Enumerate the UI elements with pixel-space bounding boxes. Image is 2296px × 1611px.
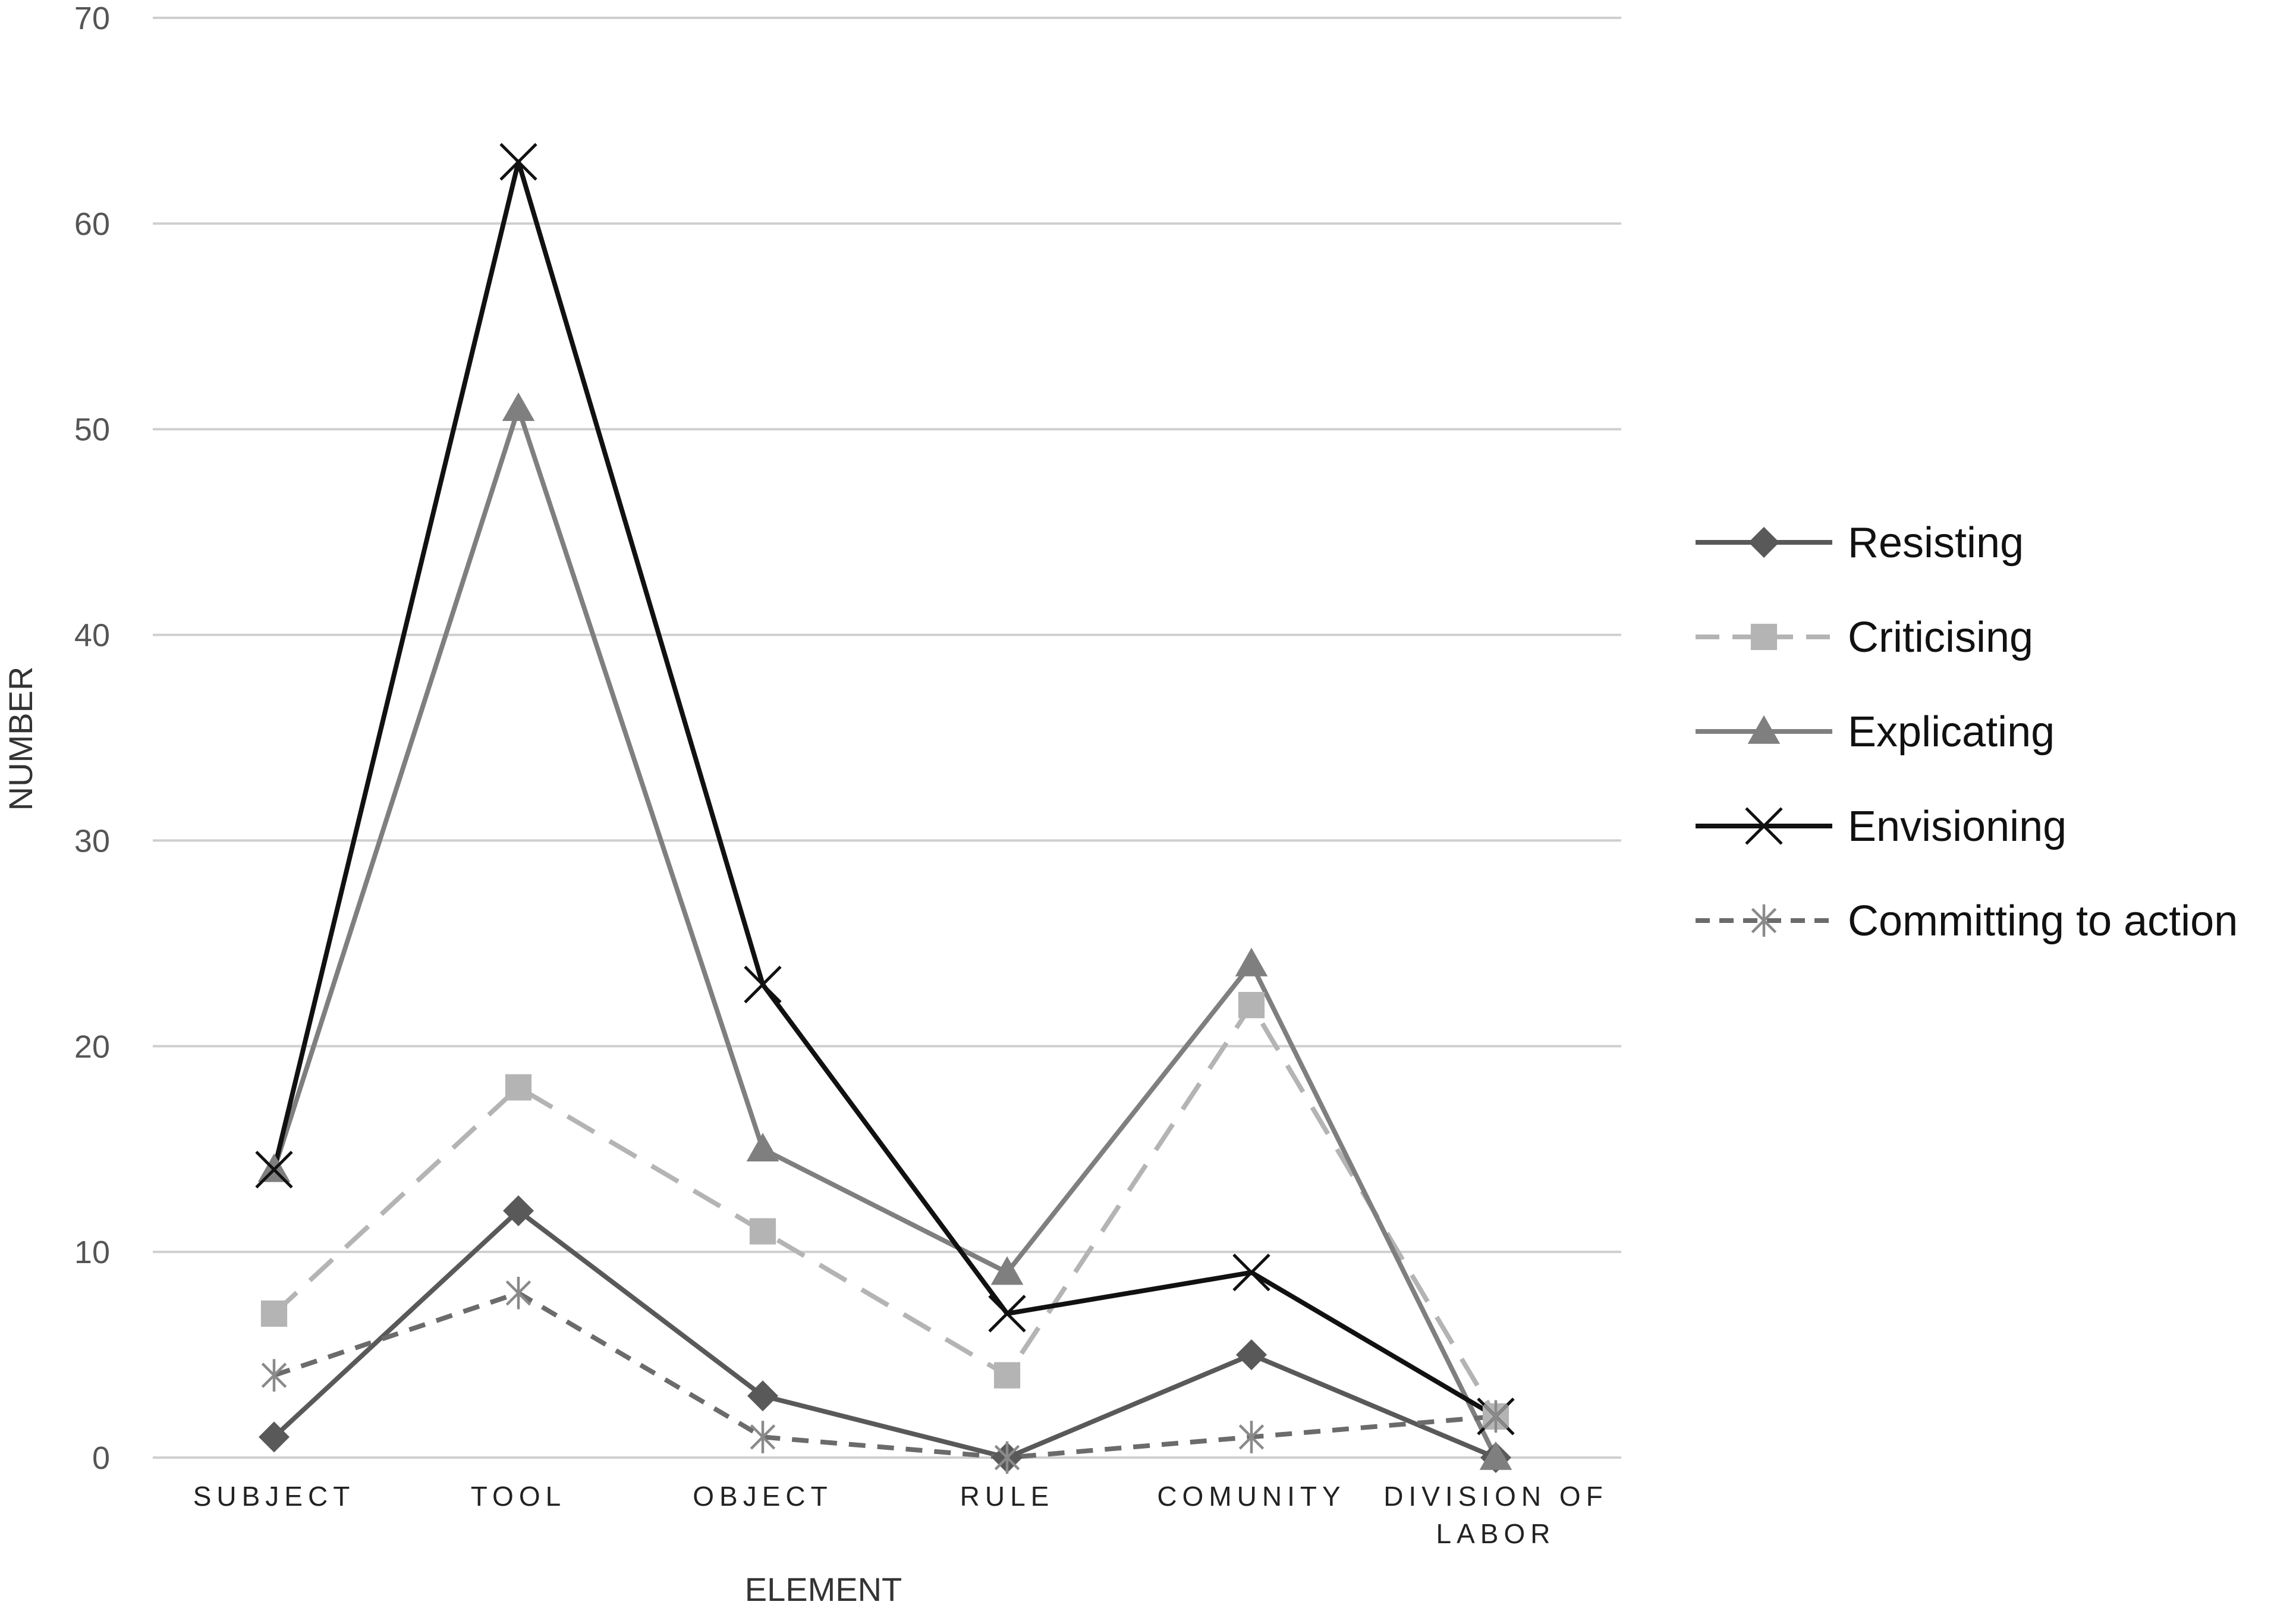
x-category-label: LABOR xyxy=(1436,1518,1556,1549)
series-line-committing-to-action xyxy=(273,1290,1496,1460)
series-markers xyxy=(255,143,1515,1474)
data-point-criticising xyxy=(749,1218,776,1245)
data-point-explicating xyxy=(1479,1441,1512,1470)
legend-marker-committing-to-action xyxy=(1751,904,1777,937)
y-tick-label: 60 xyxy=(74,206,110,242)
data-point-resisting xyxy=(1236,1339,1267,1371)
data-point-resisting xyxy=(747,1380,778,1412)
x-axis-title: ELEMENT xyxy=(745,1571,902,1608)
x-category-label: TOOL xyxy=(471,1481,566,1512)
data-point-explicating xyxy=(1235,947,1268,976)
data-point-envisioning xyxy=(255,1151,293,1189)
data-point-committing-to-action xyxy=(505,1277,531,1309)
y-tick-label: 10 xyxy=(74,1235,110,1270)
y-axis-title: NUMBER xyxy=(2,667,39,811)
data-point-criticising xyxy=(505,1074,532,1101)
data-point-envisioning xyxy=(1232,1254,1270,1292)
legend-marker-criticising xyxy=(1750,623,1778,651)
legend-label-committing-to-action: Committing to action xyxy=(1848,897,2238,945)
data-point-committing-to-action xyxy=(994,1441,1020,1474)
y-tick-label: 20 xyxy=(74,1029,110,1064)
data-point-envisioning xyxy=(499,143,537,181)
x-category-label: SUBJECT xyxy=(193,1481,356,1512)
data-point-explicating xyxy=(502,392,535,421)
y-tick-label: 30 xyxy=(74,823,110,859)
data-point-envisioning xyxy=(744,965,782,1004)
data-point-envisioning xyxy=(988,1295,1026,1333)
y-axis-tick-labels: 0 10 20 30 40 50 60 70 xyxy=(74,1,110,1476)
series-line-envisioning xyxy=(272,159,1498,1419)
legend-marker-explicating xyxy=(1747,715,1781,744)
series-lines xyxy=(272,159,1498,1460)
data-point-committing-to-action xyxy=(750,1421,776,1453)
x-axis-category-labels: SUBJECT TOOL OBJECT RULE COMUNITY DIVISION OF… xyxy=(193,1481,1608,1549)
y-tick-label: 0 xyxy=(92,1440,110,1476)
x-category-label: DIVISION OF xyxy=(1383,1481,1608,1512)
x-category-label: COMUNITY xyxy=(1157,1481,1345,1512)
data-point-committing-to-action xyxy=(1238,1421,1265,1453)
x-category-label: RULE xyxy=(960,1481,1055,1512)
data-point-criticising xyxy=(260,1300,288,1327)
data-point-committing-to-action xyxy=(1483,1400,1509,1433)
data-point-criticising xyxy=(993,1362,1021,1389)
data-point-resisting xyxy=(503,1195,534,1226)
series-line-explicating xyxy=(272,406,1498,1459)
gridlines xyxy=(153,17,1621,1459)
legend-label-envisioning: Envisioning xyxy=(1848,803,2067,850)
data-point-resisting xyxy=(259,1421,290,1453)
legend-marker-resisting xyxy=(1748,527,1779,558)
legend-label-explicating: Explicating xyxy=(1848,708,2055,756)
data-point-explicating xyxy=(746,1132,779,1162)
series-line-resisting xyxy=(272,1208,1497,1460)
series-line-criticising xyxy=(272,1003,1498,1418)
legend-label-resisting: Resisting xyxy=(1848,519,2024,567)
legend: Resisting Criticising Explicating Envisioni… xyxy=(1696,519,2238,945)
data-point-criticising xyxy=(1238,992,1265,1019)
data-point-explicating xyxy=(990,1256,1024,1285)
y-tick-label: 70 xyxy=(74,1,110,36)
legend-marker-envisioning xyxy=(1745,807,1783,845)
y-tick-label: 50 xyxy=(74,412,110,448)
data-point-committing-to-action xyxy=(261,1359,287,1392)
y-tick-label: 40 xyxy=(74,618,110,654)
x-category-label: OBJECT xyxy=(693,1481,832,1512)
legend-label-criticising: Criticising xyxy=(1848,614,2033,661)
